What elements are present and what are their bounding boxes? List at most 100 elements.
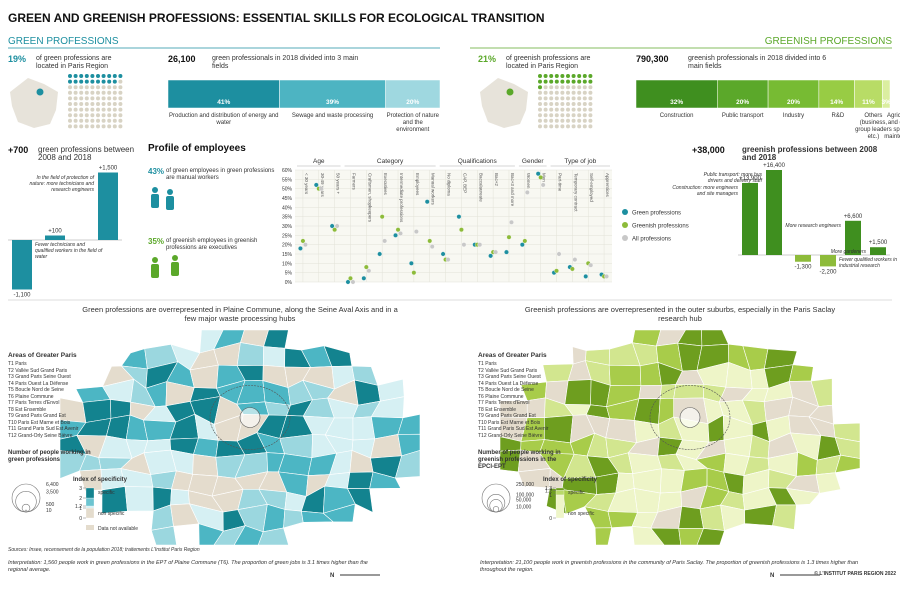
- waffle-dot: [68, 85, 72, 90]
- waffle-dot: [538, 124, 542, 129]
- waffle-dot: [538, 102, 542, 106]
- index-swatch: [555, 487, 565, 491]
- map-footer: Interpretation: 21,100 people work in gr…: [480, 560, 859, 573]
- growth-text: green professions between 2008 and 2018: [38, 145, 135, 162]
- waffle-dot: [84, 90, 89, 95]
- index-tick-label: 1.3: [545, 486, 552, 492]
- map-area: [638, 384, 662, 399]
- profile-dot: [445, 257, 451, 262]
- waffle-dot: [538, 79, 542, 84]
- waffle-dot: [107, 118, 112, 123]
- waffle-dot: [79, 118, 84, 123]
- profile-dot: [583, 274, 589, 279]
- source: Sources: Insee, recensement de la popula…: [8, 547, 200, 553]
- waffle-dot: [84, 96, 89, 101]
- x-tick-label: Self-employed: [589, 173, 594, 202]
- index-swatch: [85, 505, 95, 509]
- index-swatch: [555, 494, 565, 519]
- field-bar: [635, 79, 718, 109]
- profile-dot: [332, 227, 337, 233]
- waffle-dot: [112, 107, 117, 112]
- waffle-dot: [538, 90, 542, 95]
- size-circle: [492, 506, 500, 513]
- waffle-dot: [73, 107, 78, 112]
- growth-bar: [45, 235, 65, 240]
- total-text: greenish professionals in 2018 divided i…: [688, 55, 827, 70]
- waffle-dot: [73, 118, 78, 123]
- legend-swatch: [622, 209, 628, 215]
- waffle-dot: [571, 102, 576, 106]
- waffle-dot: [577, 113, 582, 118]
- profile-dot: [348, 275, 353, 281]
- profile-dot: [554, 268, 559, 274]
- y-tick-label: 50%: [282, 187, 293, 193]
- profile-dot: [604, 274, 609, 279]
- x-tick-label: Intermediate professions: [399, 173, 404, 223]
- legend-swatch: [622, 222, 628, 228]
- size-label: 100,000: [516, 492, 534, 498]
- y-tick-label: 15%: [282, 252, 293, 258]
- growth-bar: [98, 172, 118, 240]
- waffle-dot: [560, 90, 565, 95]
- index-tick-label: 1: [549, 493, 552, 499]
- growth-label: +1,500: [869, 240, 888, 246]
- waffle-dot: [577, 124, 582, 129]
- area-item: T8 Est Ensemble: [8, 406, 47, 413]
- page-title: GREEN AND GREENISH PROFESSIONS: ESSENTIA…: [8, 11, 545, 25]
- growth-label: +1,500: [99, 166, 118, 172]
- north: N: [770, 573, 774, 579]
- waffle-dot: [101, 102, 106, 106]
- profile-dot: [540, 182, 546, 188]
- waffle-dot: [582, 96, 587, 101]
- map-area: [815, 472, 842, 494]
- waffle-dot: [68, 96, 72, 101]
- waffle-dot: [90, 79, 95, 84]
- growth-label: +13,900: [739, 176, 762, 182]
- waffle-dot: [588, 85, 593, 90]
- map-area: [659, 384, 677, 399]
- map-area: [699, 504, 725, 531]
- waffle-dot: [84, 113, 89, 118]
- profile-dot: [361, 275, 367, 281]
- x-tick-label: Manual workers: [431, 173, 436, 206]
- waffle-dot: [538, 96, 542, 101]
- waffle-dot: [577, 107, 582, 112]
- profile-dot: [429, 244, 435, 249]
- y-tick-label: 60%: [282, 168, 293, 174]
- y-tick-label: 5%: [285, 271, 293, 277]
- x-tick-label: CAP, BEP: [462, 173, 467, 193]
- share-text: of greenish professions are located in P…: [506, 55, 591, 70]
- waffle-dot: [566, 113, 570, 118]
- area-item: T1 Paris: [478, 361, 497, 367]
- waffle-dot: [79, 107, 84, 112]
- share-text: of green professions are located in Pari…: [36, 55, 112, 70]
- profile-dot: [588, 262, 594, 268]
- icon: [152, 187, 158, 193]
- y-tick-label: 35%: [282, 215, 293, 221]
- field-bar: [279, 79, 386, 109]
- x-tick-label: Bac+2: [494, 173, 499, 186]
- waffle-dot: [118, 118, 123, 123]
- map-area: [659, 468, 685, 494]
- index-non-specific: non specific: [98, 511, 125, 517]
- waffle-dot: [107, 102, 112, 106]
- areas-title: Areas of Greater Paris: [8, 352, 77, 359]
- waffle-dot: [538, 74, 542, 78]
- icon: [166, 196, 174, 210]
- index-tick-label: 3: [79, 486, 82, 492]
- profile-dot: [318, 186, 324, 192]
- area-item: T3 Grand Paris Seine Ouest: [478, 374, 541, 380]
- field-name: Others (business, group leaders etc.): [855, 113, 892, 140]
- legend-swatch: [622, 235, 628, 241]
- waffle-dot: [68, 74, 72, 78]
- greater-paris: [209, 385, 291, 450]
- profile-dot: [329, 223, 335, 229]
- icon: [172, 255, 178, 261]
- waffle-dot: [112, 102, 117, 106]
- waffle-dot: [101, 118, 106, 123]
- waffle-dot: [577, 102, 582, 106]
- y-tick-label: 0%: [285, 280, 293, 286]
- waffle-dot: [571, 113, 576, 118]
- size-label: 250,000: [516, 482, 534, 488]
